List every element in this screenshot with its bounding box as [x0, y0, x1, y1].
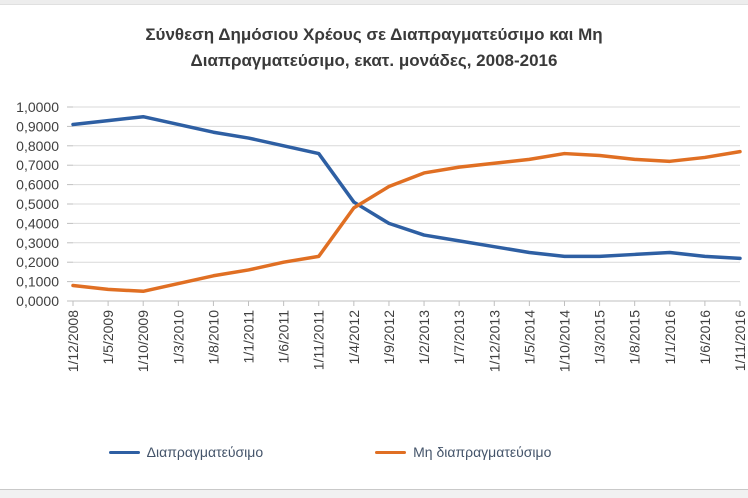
window-edge-bottom: [0, 489, 748, 498]
y-tick-label: 1,0000: [16, 99, 59, 115]
x-tick-label: 1/11/2016: [732, 310, 748, 371]
y-tick-label: 0,1000: [16, 274, 59, 290]
y-tick-label: 0,5000: [16, 196, 59, 212]
x-tick-label: 1/3/2010: [170, 310, 186, 365]
x-tick-label: 1/2/2013: [416, 310, 432, 365]
x-tick-label: 1/3/2015: [592, 310, 608, 365]
legend-line-swatch-negotiable: [108, 450, 140, 454]
y-tick-label: 0,0000: [16, 293, 59, 309]
x-tick-label: 1/7/2013: [451, 310, 467, 365]
x-tick-label: 1/12/2013: [486, 310, 502, 372]
chart-title-line-2: Διαπραγματεύσιμο, εκατ. μονάδες, 2008-20…: [190, 51, 558, 70]
x-tick-label: 1/10/2014: [556, 310, 572, 372]
legend-item-non-negotiable: Μη διαπραγματεύσιμο: [375, 444, 551, 460]
x-tick-label: 1/11/2011: [311, 310, 327, 370]
x-tick-label: 1/6/2016: [697, 310, 713, 365]
x-tick-label: 1/1/2011: [241, 310, 257, 364]
x-tick-label: 1/9/2012: [381, 310, 397, 365]
y-tick-label: 0,6000: [16, 177, 59, 193]
y-tick-label: 0,4000: [16, 215, 59, 231]
legend-label-negotiable: Διαπραγματεύσιμο: [146, 444, 264, 460]
x-tick-label: 1/5/2009: [100, 310, 116, 365]
y-tick-label: 0,7000: [16, 157, 59, 173]
series-line-0: [71, 114, 742, 261]
x-tick-label: 1/1/2016: [662, 310, 678, 365]
y-tick-label: 0,8000: [16, 138, 59, 154]
legend-item-negotiable: Διαπραγματεύσιμο: [108, 444, 264, 460]
chart-title-line-1: Σύνθεση Δημόσιου Χρέους σε Διαπραγματεύσ…: [145, 25, 603, 44]
x-tick-label: 1/10/2009: [135, 310, 151, 372]
legend-line-swatch-non-negotiable: [375, 450, 407, 454]
x-tick-label: 1/8/2010: [205, 310, 221, 365]
legend-label-non-negotiable: Μη διαπραγματεύσιμο: [413, 444, 552, 460]
x-tick-label: 1/12/2008: [65, 310, 81, 372]
chart-legend: Διαπραγματεύσιμο Μη διαπραγματεύσιμο: [0, 444, 704, 460]
y-tick-label: 0,3000: [16, 235, 59, 251]
chart-title: Σύνθεση Δημόσιου Χρέους σε Διαπραγματεύσ…: [0, 22, 748, 74]
x-tick-label: 1/4/2012: [346, 310, 362, 365]
x-tick-label: 1/5/2014: [521, 310, 537, 365]
x-tick-label: 1/6/2011: [276, 310, 292, 364]
y-tick-label: 0,2000: [16, 254, 59, 270]
series-line-1: [71, 149, 742, 294]
window-edge-top: [0, 0, 748, 5]
y-tick-label: 0,9000: [16, 118, 59, 134]
x-tick-label: 1/8/2015: [627, 310, 643, 365]
